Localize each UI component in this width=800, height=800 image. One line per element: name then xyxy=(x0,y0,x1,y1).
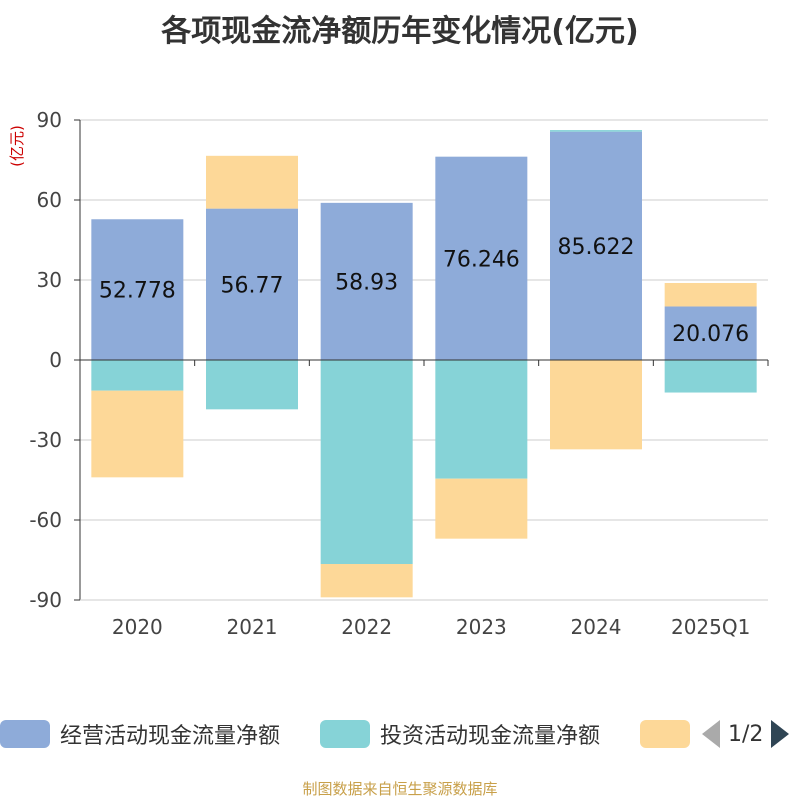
y-tick-label: -60 xyxy=(29,508,62,532)
bar-operating-2024 xyxy=(550,131,642,360)
y-tick-label: 0 xyxy=(49,348,62,372)
y-tick-label: -30 xyxy=(29,428,62,452)
bar-financing-2020 xyxy=(91,390,184,478)
legend-item-operating[interactable]: 经营活动现金流量净额 xyxy=(0,716,280,752)
y-tick-label: 90 xyxy=(37,108,62,132)
data-label-2023: 76.246 xyxy=(443,247,520,272)
y-tick-label: 60 xyxy=(37,188,62,212)
x-tick-label-2022: 2022 xyxy=(341,615,392,639)
y-axis-label: (亿元) xyxy=(8,125,26,167)
bar-operating-2021 xyxy=(206,208,298,360)
legend: 经营活动现金流量净额 投资活动现金流量净额 1/2 xyxy=(0,716,800,752)
bar-financing-2022 xyxy=(320,564,413,598)
bar-financing-2024 xyxy=(550,360,642,450)
legend-item-investing[interactable]: 投资活动现金流量净额 xyxy=(320,716,600,752)
data-label-2024: 85.622 xyxy=(558,235,635,260)
bar-investing-2020 xyxy=(91,360,184,391)
data-label-2021: 56.77 xyxy=(221,273,284,298)
bar-investing-2021 xyxy=(206,360,298,410)
bar-investing-2024 xyxy=(550,130,642,132)
bar-operating-2022 xyxy=(320,202,413,360)
bar-financing-2021 xyxy=(206,155,298,209)
bar-financing-2023 xyxy=(435,478,528,539)
data-label-2025Q1: 20.076 xyxy=(672,322,749,347)
data-label-2020: 52.778 xyxy=(99,279,176,304)
x-tick-label-2021: 2021 xyxy=(227,615,278,639)
chart-title: 各项现金流净额历年变化情况(亿元) xyxy=(161,14,639,49)
legend-label-investing: 投资活动现金流量净额 xyxy=(380,724,601,749)
source-footer: 制图数据来自恒生聚源数据库 xyxy=(302,780,498,798)
x-tick-label-2024: 2024 xyxy=(571,615,622,639)
y-tick-label: -90 xyxy=(29,588,62,612)
legend-page-indicator: 1/2 xyxy=(728,721,764,747)
y-tick-label: 30 xyxy=(37,268,62,292)
legend-swatch-investing xyxy=(320,720,370,748)
bar-investing-2023 xyxy=(435,360,528,479)
x-tick-label-2025Q1: 2025Q1 xyxy=(671,615,750,639)
x-tick-label-2023: 2023 xyxy=(456,615,507,639)
legend-next-icon[interactable] xyxy=(771,720,790,748)
bar-investing-2025Q1 xyxy=(664,360,757,393)
x-tick-label-2020: 2020 xyxy=(112,615,163,639)
bar-investing-2022 xyxy=(320,360,413,564)
legend-swatch-operating xyxy=(0,720,50,748)
legend-label-operating: 经营活动现金流量净额 xyxy=(60,724,281,749)
bar-operating-2025Q1 xyxy=(664,306,757,360)
bar-financing-2025Q1 xyxy=(664,282,757,307)
legend-pager: 1/2 xyxy=(702,716,790,752)
bar-operating-2023 xyxy=(435,156,528,360)
data-label-2022: 58.93 xyxy=(335,270,398,295)
legend-swatch-financing xyxy=(640,720,690,748)
legend-prev-icon[interactable] xyxy=(702,720,720,748)
legend-item-financing[interactable] xyxy=(640,716,690,752)
bar-operating-2020 xyxy=(91,219,184,360)
